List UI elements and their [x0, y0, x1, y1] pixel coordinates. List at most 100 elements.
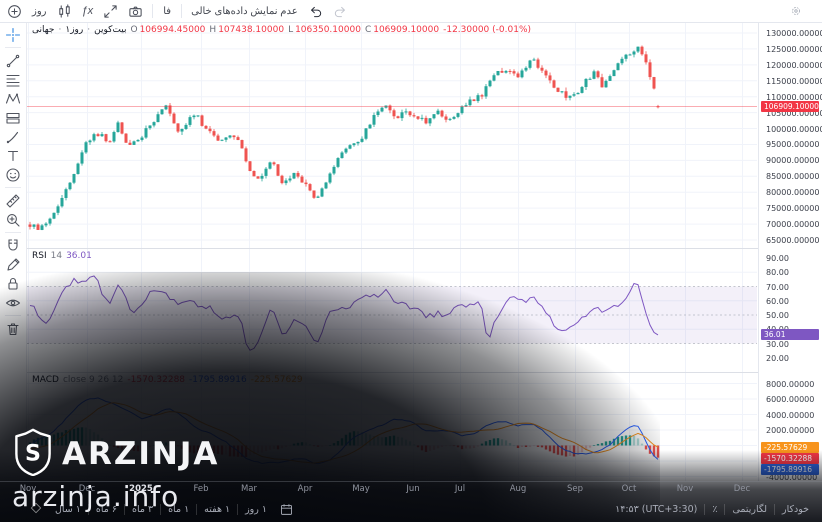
axis-tick: 8000.00000	[766, 379, 815, 389]
range-button[interactable]: ۱ هفته	[204, 503, 231, 515]
axis-tick: 70.00	[766, 282, 789, 292]
axis-tick: 85000.00000	[766, 172, 820, 182]
axis-tick: 30.00	[766, 339, 789, 349]
axis-tick: 75000.00000	[766, 204, 820, 214]
calendar-icon[interactable]	[274, 503, 299, 516]
sidebar-divider	[5, 47, 21, 48]
macd-legend[interactable]: MACD close 9 26 12 -1570.32288 -1795.899…	[32, 375, 303, 385]
rsi-value-badge: 36.01	[761, 329, 819, 340]
axis-tick: 90.00	[766, 254, 789, 263]
macd-line-value: -1795.89916	[189, 375, 247, 385]
market-label: جهانی	[32, 25, 55, 35]
sidebar-divider	[5, 187, 21, 188]
axis-tick: 95000.00000	[766, 140, 820, 150]
symbol-label: بیت‌کوین	[94, 25, 127, 35]
fib-retracement-icon[interactable]	[2, 70, 24, 89]
time-axis-label: Nov	[676, 484, 694, 494]
auto-scale-button[interactable]: خودکار	[781, 503, 809, 515]
crosshair-icon[interactable]	[2, 25, 24, 44]
sidebar-divider	[5, 232, 21, 233]
axis-tick: 105000.00000	[766, 108, 822, 118]
range-button[interactable]: ۱ سال	[55, 503, 81, 515]
axis-tick: 20.00	[766, 353, 789, 363]
magnet-icon[interactable]	[2, 236, 24, 255]
axis-tick: 65000.00000	[766, 236, 820, 245]
plus-circle-icon[interactable]	[3, 1, 26, 21]
candlesticks	[28, 45, 660, 231]
axis-tick: 110000.00000	[766, 92, 822, 102]
high-value: 107438.10000	[218, 25, 285, 35]
range-button[interactable]: ۶ ماه	[95, 503, 117, 515]
ruler-icon[interactable]	[2, 191, 24, 210]
range-button[interactable]: ۱ روز	[245, 503, 267, 515]
price-axis[interactable]: 130000.00000 125000.00000 120000.00000 1150…	[758, 22, 822, 482]
text-tool-icon[interactable]	[2, 146, 24, 165]
edit-pencil-icon[interactable]	[2, 255, 24, 274]
axis-tick: 115000.00000	[766, 76, 822, 86]
camera-icon[interactable]	[124, 1, 147, 21]
log-scale-button[interactable]: لگاریتمی	[732, 503, 767, 515]
macd-hist-badge: -1570.32288	[761, 453, 819, 464]
bottom-toolbar: ۱ روز ۱ هفته ۱ ماه ۳ ماه ۶ ماه ۱ سال خودکار ل…	[0, 496, 822, 522]
lock-icon[interactable]	[2, 274, 24, 293]
gear-icon[interactable]	[790, 2, 802, 21]
symbol-legend[interactable]: جهانی · ۱روز · بیت‌کوین O 106994.45000 H…	[32, 25, 532, 35]
trend-line-icon[interactable]	[2, 51, 24, 70]
time-axis-label: Nov	[19, 484, 37, 494]
open-label: O	[130, 25, 138, 35]
xabcd-pattern-icon[interactable]	[2, 89, 24, 108]
low-label: L	[288, 25, 294, 35]
macd-line-badge: -1795.89916	[761, 464, 819, 475]
axis-tick: 80000.00000	[766, 188, 820, 198]
time-axis-label: Jun	[406, 484, 420, 494]
time-axis-label: 2025	[129, 484, 153, 494]
time-axis-label: Dec	[78, 484, 96, 494]
indicators-fx-icon[interactable]: ƒx	[78, 1, 98, 21]
last-price-badge: 106909.10000	[761, 101, 819, 112]
redo-icon[interactable]	[329, 1, 352, 21]
brush-icon[interactable]	[2, 127, 24, 146]
time-axis-label: Oct	[621, 484, 637, 494]
time-axis[interactable]: Nov Dec 2025 Feb Mar Apr May Jun Jul Aug Sep Oct Nov…	[0, 481, 822, 497]
axis-tick: 2000.00000	[766, 426, 815, 435]
macd-histogram	[28, 427, 660, 458]
macd-signal-badge: -225.57629	[761, 442, 819, 453]
drawing-toolbar	[0, 22, 27, 522]
chart-canvas[interactable]	[0, 0, 758, 522]
axis-tick: 4000.00000	[766, 410, 815, 420]
empty-data-toggle[interactable]: عدم نمایش داده‌های خالی	[187, 1, 302, 21]
chart-type-candles-icon[interactable]	[53, 1, 76, 21]
eye-hide-icon[interactable]	[2, 293, 24, 312]
close-value: 106909.10000	[373, 25, 440, 35]
axis-tick: 100000.00000	[766, 124, 822, 134]
language-button[interactable]: فا	[158, 1, 176, 21]
range-button[interactable]: ۱ ماه	[168, 503, 190, 515]
zoom-in-icon[interactable]	[2, 210, 24, 229]
rsi-legend[interactable]: RSI 14 36.01	[32, 251, 92, 261]
open-value: 106994.45000	[139, 25, 206, 35]
percent-scale-button[interactable]: ٪	[712, 503, 718, 515]
rsi-value: 36.01	[66, 251, 92, 261]
macd-name: MACD	[32, 375, 59, 385]
toolbar-divider	[181, 4, 183, 18]
macd-line	[29, 397, 659, 465]
undo-icon[interactable]	[304, 1, 327, 21]
fullscreen-icon[interactable]	[99, 1, 122, 21]
emoji-icon[interactable]	[2, 165, 24, 184]
macd-signal-line	[29, 402, 659, 464]
timeframe-button[interactable]: روز	[28, 1, 51, 21]
macd-hist-value: -1570.32288	[127, 375, 186, 385]
high-label: H	[209, 25, 217, 35]
time-axis-label: Apr	[297, 484, 313, 494]
sidebar-divider	[5, 315, 21, 316]
change-value: -12.30000 (-0.01%)	[443, 25, 532, 35]
rsi-name: RSI	[32, 251, 47, 261]
trash-icon[interactable]	[2, 319, 24, 338]
time-axis-label: Sep	[566, 484, 584, 494]
axis-tick: 130000.00000	[766, 29, 822, 38]
range-button[interactable]: ۳ ماه	[131, 503, 154, 515]
axis-tick: 70000.00000	[766, 220, 820, 230]
scale-options-group: خودکار لگاریتمی ٪ ۱۴:۵۳ (UTC+3:30)	[608, 496, 816, 522]
projection-icon[interactable]	[2, 108, 24, 127]
